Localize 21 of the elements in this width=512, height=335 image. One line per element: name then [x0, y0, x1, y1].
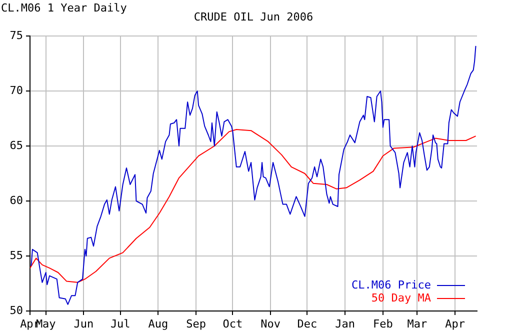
chart-title: CRUDE OIL Jun 2006: [194, 10, 314, 24]
y-tick-label: 55: [10, 248, 23, 262]
legend-label: 50 Day MA: [371, 291, 432, 304]
x-tick-label: Sep: [186, 317, 206, 330]
x-tick-label: Jun: [74, 317, 94, 330]
y-tick-label: 50: [10, 304, 23, 317]
x-tick-label: Jul: [110, 317, 130, 330]
x-tick-label: Aug: [148, 317, 168, 330]
x-tick-label: Jan: [335, 317, 356, 330]
x-tick-label: Dec: [297, 317, 318, 330]
y-tick-label: 60: [10, 194, 23, 207]
x-tick-label: Oct: [222, 317, 243, 330]
x-tick-label: Nov: [260, 317, 281, 330]
x-tick-label: Apr: [445, 317, 466, 330]
y-tick-label: 75: [10, 28, 23, 42]
chart-subtitle: CL.M06 1 Year Daily: [1, 1, 128, 14]
x-tick-label: Feb: [373, 317, 393, 330]
legend-label: CL.M06 Price: [352, 278, 431, 292]
y-tick-label: 70: [10, 84, 23, 97]
y-tick-label: 65: [10, 138, 23, 152]
x-tick-label: Mar: [407, 317, 428, 330]
